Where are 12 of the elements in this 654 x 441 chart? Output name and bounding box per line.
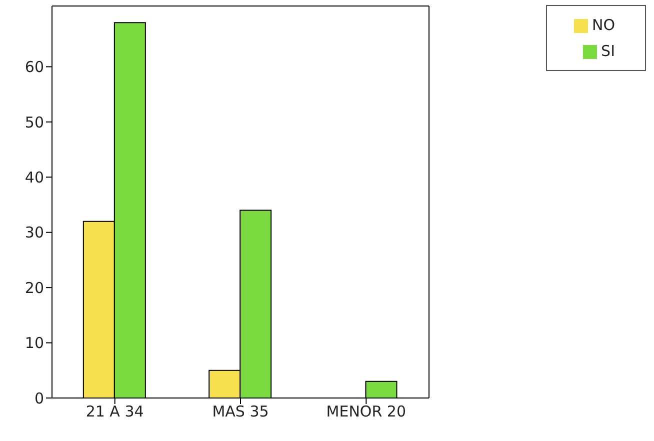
legend-label: SI [601,42,615,60]
legend-label: NO [592,16,615,34]
y-tick-label: 40 [24,168,44,186]
y-tick-label: 50 [24,113,44,132]
x-tick-label: 21 A 34 [86,402,144,421]
y-tick-label: 60 [24,58,44,76]
x-tick-label: MENOR 20 [326,402,406,421]
y-tick-label: 10 [24,334,44,352]
y-tick-label: 30 [24,224,44,242]
y-tick-label: 20 [24,278,44,297]
x-tick-label: MAS 35 [212,402,269,421]
y-tick-label: 0 [34,389,44,408]
